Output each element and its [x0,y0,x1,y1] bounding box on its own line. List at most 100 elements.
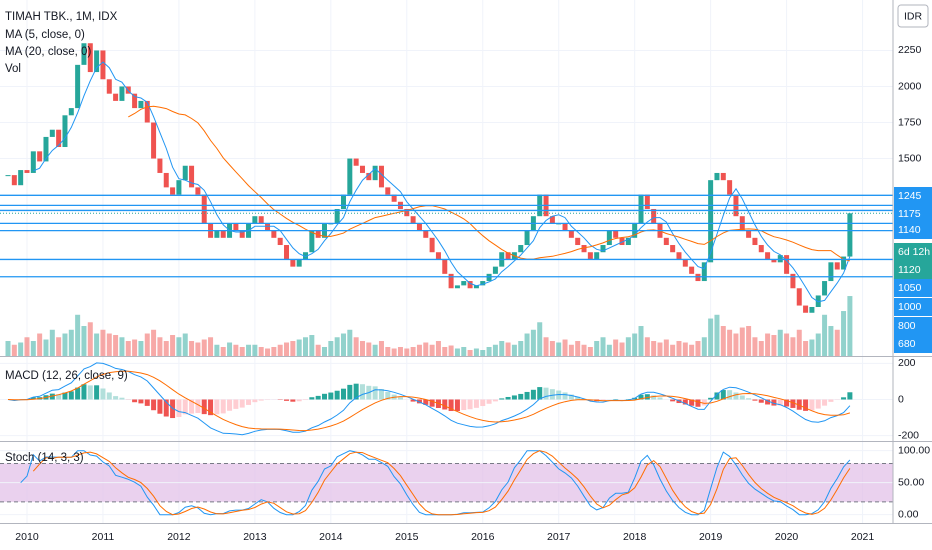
macd-histogram [682,399,688,405]
volume-bar [657,342,663,356]
macd-histogram [176,399,182,417]
candle [62,115,68,148]
volume-bar [87,322,93,356]
level-label: 1000 [898,301,922,313]
macd-histogram [157,399,163,414]
volume-bar [18,342,24,356]
y-tick-label: 100.00 [898,444,930,456]
candle [435,252,441,260]
macd-histogram [68,391,74,400]
candle [271,230,277,238]
volume-bar [106,333,112,356]
volume-bar [252,344,258,356]
macd-histogram [657,397,663,400]
candle [132,93,138,109]
macd-histogram [309,397,315,400]
candle [404,208,410,217]
candle [429,237,435,253]
macd-histogram [828,399,834,402]
volume-bar [11,344,17,356]
volume-bar [758,341,764,356]
macd-histogram [328,392,334,400]
macd-histogram [568,394,574,400]
macd-histogram [727,390,733,400]
level-label-bg [894,298,932,316]
candle [746,230,752,238]
candle [201,194,207,224]
candle [277,237,283,246]
volume-bar [265,348,271,356]
macd-histogram [144,399,150,406]
volume-bar [328,341,334,356]
macd-histogram [100,388,106,400]
volume-bar [43,339,49,356]
volume-bar [575,341,581,356]
candle [385,187,391,195]
candle [651,208,657,224]
volume-bar [809,339,815,356]
volume-bar [113,335,119,356]
volume-bar [841,311,847,356]
legend-item: MA (20, close, 0) [5,46,91,58]
macd-histogram [81,384,87,400]
current-price-label-bg [894,261,932,279]
volume-bar [708,318,714,356]
macd-histogram [201,399,207,415]
volume-bar [834,329,840,356]
volume-bar [600,337,606,356]
volume-bar [486,347,492,356]
candle [195,187,201,195]
volume-bar [296,339,302,356]
x-tick-label: 2014 [319,531,343,543]
candle [682,259,688,267]
volume-bar [429,344,435,356]
macd-histogram [258,399,264,401]
macd-histogram [796,399,802,410]
macd-histogram [62,392,68,400]
candle [473,285,479,289]
volume-bar [815,333,821,356]
macd-histogram [56,394,62,400]
candle [189,165,195,188]
macd-histogram [195,399,201,413]
candle [290,259,296,267]
macd-histogram [334,390,340,400]
legend-item: Vol [5,63,21,75]
level-label: 680 [898,338,916,350]
candle [366,172,372,181]
candle [676,252,682,260]
y-tick-label: 0.00 [898,508,919,520]
y-tick-label: 0 [898,393,904,405]
volume-bar [56,337,62,356]
volume-bar [378,341,384,356]
level-label: 1175 [898,208,921,220]
volume-bar [784,333,790,356]
volume-bar [442,347,448,356]
volume-bar [461,347,467,356]
macd-histogram [651,395,657,400]
macd-histogram [777,399,783,406]
candle [575,237,581,246]
volume-bar [537,322,543,356]
volume-bar [803,341,809,356]
candle [600,245,606,253]
candle [644,194,650,209]
x-tick-label: 2012 [167,531,191,543]
macd-histogram [765,399,771,405]
volume-bar [132,339,138,356]
candle [30,151,36,173]
candle [214,230,220,238]
volume-bar [695,341,701,356]
candle [296,259,302,267]
candle [170,187,176,195]
volume-bar [644,337,650,356]
volume-bar [277,344,283,356]
macd-histogram [138,399,144,404]
x-tick-label: 2016 [471,531,495,543]
volume-bar [214,344,220,356]
currency-button[interactable] [897,4,929,28]
volume-bar [416,344,422,356]
macd-histogram [49,393,55,400]
candle [220,230,226,238]
volume-bar [739,327,745,356]
